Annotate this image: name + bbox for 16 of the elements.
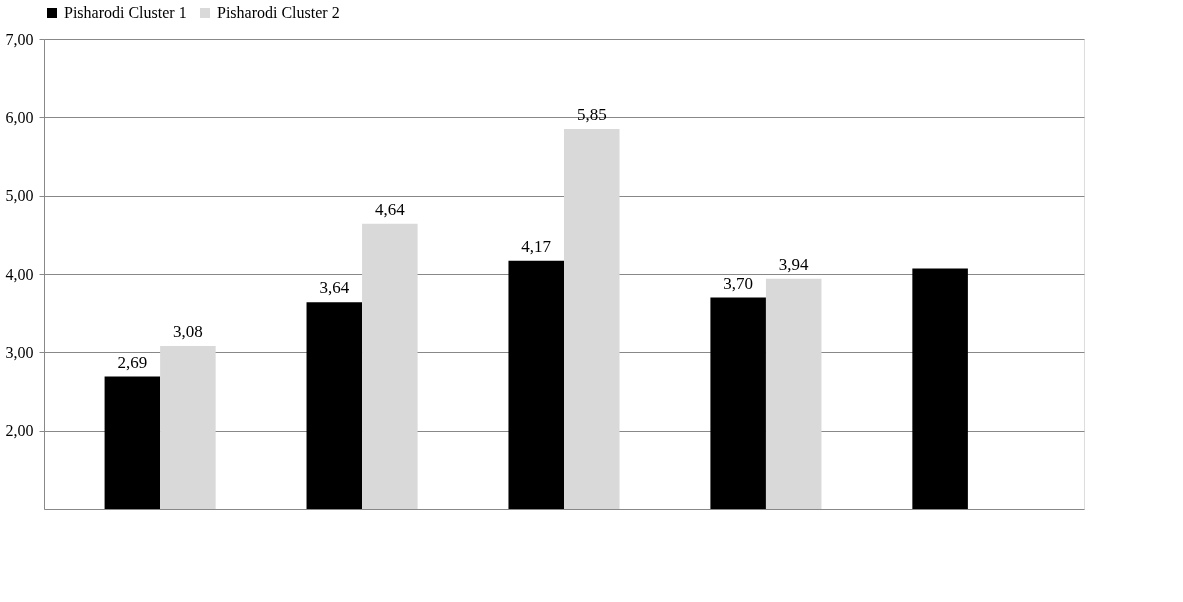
legend-label: Pisharodi Cluster 2 xyxy=(217,4,340,21)
legend-label: Pisharodi Cluster 1 xyxy=(64,4,187,21)
y-tick-label: 2,00 xyxy=(5,422,34,440)
y-tick-label: 4,00 xyxy=(5,265,34,283)
data-label: 3,08 xyxy=(173,322,203,342)
data-label: 5,85 xyxy=(576,105,607,125)
y-tick-label: 5,00 xyxy=(5,187,34,205)
data-label: 3,64 xyxy=(319,278,350,298)
data-label: 4,64 xyxy=(374,199,406,219)
data-label: 3,94 xyxy=(778,254,810,274)
data-label: 4,17 xyxy=(521,236,552,256)
data-label: 3,70 xyxy=(723,273,754,293)
data-label: 2,69 xyxy=(117,352,148,372)
y-tick-label: 3,00 xyxy=(5,343,34,361)
y-tick-label: 6,00 xyxy=(5,108,34,126)
y-tick-label: 7,00 xyxy=(5,30,34,48)
